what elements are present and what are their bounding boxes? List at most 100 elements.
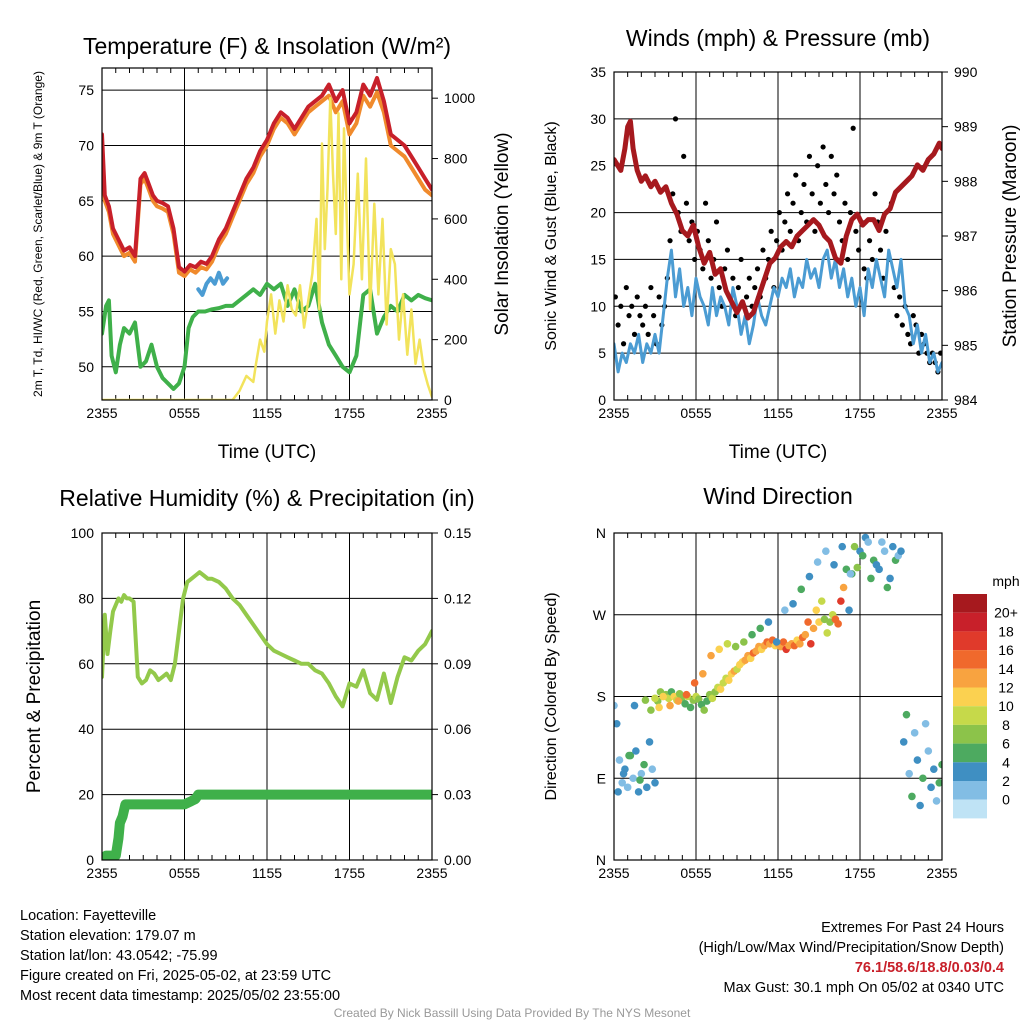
direction-point xyxy=(779,638,788,646)
direction-point xyxy=(655,703,663,712)
x-tick-label: 1755 xyxy=(844,405,875,421)
direction-point xyxy=(715,645,724,654)
gust-point xyxy=(853,228,859,234)
gust-point xyxy=(836,219,843,225)
gust-point xyxy=(845,256,851,263)
direction-point xyxy=(641,696,650,704)
direction-point xyxy=(883,583,892,592)
legend-label: 6 xyxy=(1002,736,1010,752)
series-line xyxy=(196,270,230,297)
y2-tick-label: 985 xyxy=(954,337,978,353)
gust-point xyxy=(850,125,856,131)
direction-point xyxy=(878,538,886,546)
y-tick-label: 100 xyxy=(71,525,95,541)
direction-point xyxy=(643,783,651,792)
gust-point xyxy=(869,256,875,263)
gust-point xyxy=(618,303,624,309)
direction-point xyxy=(853,563,862,572)
gust-point xyxy=(648,284,654,291)
extremes-box: Extremes For Past 24 Hours (High/Low/Max… xyxy=(699,918,1004,998)
y-axis-label: Direction (Colored By Speed) xyxy=(543,592,560,800)
gust-point xyxy=(801,181,807,188)
direction-point xyxy=(740,638,748,646)
gust-point xyxy=(938,350,942,356)
plot-frame xyxy=(101,67,433,401)
direction-point xyxy=(789,600,797,608)
station-info: Location: Fayetteville Station elevation… xyxy=(20,906,340,1006)
legend-swatch xyxy=(953,631,987,651)
direction-point xyxy=(838,542,847,551)
gust-point xyxy=(776,209,782,216)
direction-point xyxy=(817,597,826,605)
y2-tick-label: 0 xyxy=(444,392,452,408)
gust-point xyxy=(713,219,720,225)
x-tick-label: 1155 xyxy=(252,865,282,881)
y-tick-label: N xyxy=(596,852,606,868)
gust-point xyxy=(716,284,722,291)
direction-point xyxy=(674,697,683,705)
direction-point xyxy=(681,699,689,708)
direction-point xyxy=(855,0,863,4)
y2-tick-label: 990 xyxy=(954,64,978,80)
y2-tick-label: 800 xyxy=(444,151,468,167)
gust-point xyxy=(820,144,826,150)
gust-point xyxy=(790,200,796,206)
y-tick-label: 60 xyxy=(78,248,94,264)
direction-point xyxy=(772,638,781,646)
gust-point xyxy=(782,219,788,225)
direction-point xyxy=(804,618,812,626)
y2-tick-label: 0.12 xyxy=(444,590,471,606)
y-axis-label: Percent & Precipitation xyxy=(24,600,45,793)
direction-point xyxy=(707,651,715,660)
direction-point xyxy=(822,547,830,555)
gust-point xyxy=(615,322,621,328)
gust-point xyxy=(825,209,832,216)
station-location: Location: Fayetteville xyxy=(20,908,157,924)
y-tick-label: S xyxy=(597,689,606,705)
gust-point xyxy=(905,331,911,337)
x-tick-label: 0555 xyxy=(169,865,200,881)
gust-point xyxy=(847,209,854,216)
x-tick-label: 2355 xyxy=(86,865,117,881)
direction-point xyxy=(886,574,894,583)
gust-point xyxy=(651,313,657,319)
x-tick-label: 2355 xyxy=(926,405,957,421)
gust-point xyxy=(754,266,761,272)
gust-point xyxy=(760,247,766,253)
legend-label: 8 xyxy=(1002,717,1010,733)
y-tick-label: 40 xyxy=(78,721,94,737)
legend-label: 20+ xyxy=(994,605,1018,621)
direction-point xyxy=(839,583,848,592)
legend-title: mph xyxy=(992,573,1019,589)
legend-label: 10 xyxy=(998,698,1014,714)
direction-point xyxy=(630,701,639,710)
gust-point xyxy=(735,284,741,291)
direction-point xyxy=(938,760,942,769)
gust-point xyxy=(681,153,687,159)
panel-title: Relative Humidity (%) & Precipitation (i… xyxy=(59,485,474,511)
direction-point xyxy=(647,706,655,714)
y2-tick-label: 0.00 xyxy=(444,852,471,868)
direction-point xyxy=(645,738,654,746)
direction-point xyxy=(686,703,695,712)
gust-point xyxy=(629,303,635,309)
direction-point xyxy=(916,801,924,810)
legend-label: 4 xyxy=(1002,754,1010,770)
gust-point xyxy=(834,172,840,178)
direction-point xyxy=(801,630,810,639)
direction-point xyxy=(708,694,717,703)
direction-point xyxy=(731,642,740,651)
direction-point xyxy=(837,597,845,605)
gust-point xyxy=(686,238,692,244)
y-tick-label: 70 xyxy=(78,137,94,153)
gust-point xyxy=(768,228,774,234)
legend-swatch xyxy=(953,706,987,725)
direction-point xyxy=(781,606,789,615)
gust-point xyxy=(787,228,793,234)
y2-axis-label: Station Pressure (Maroon) xyxy=(1000,125,1021,348)
direction-point xyxy=(805,572,814,581)
y2-tick-label: 986 xyxy=(954,283,978,299)
direction-point xyxy=(920,0,928,4)
direction-point xyxy=(615,756,624,764)
